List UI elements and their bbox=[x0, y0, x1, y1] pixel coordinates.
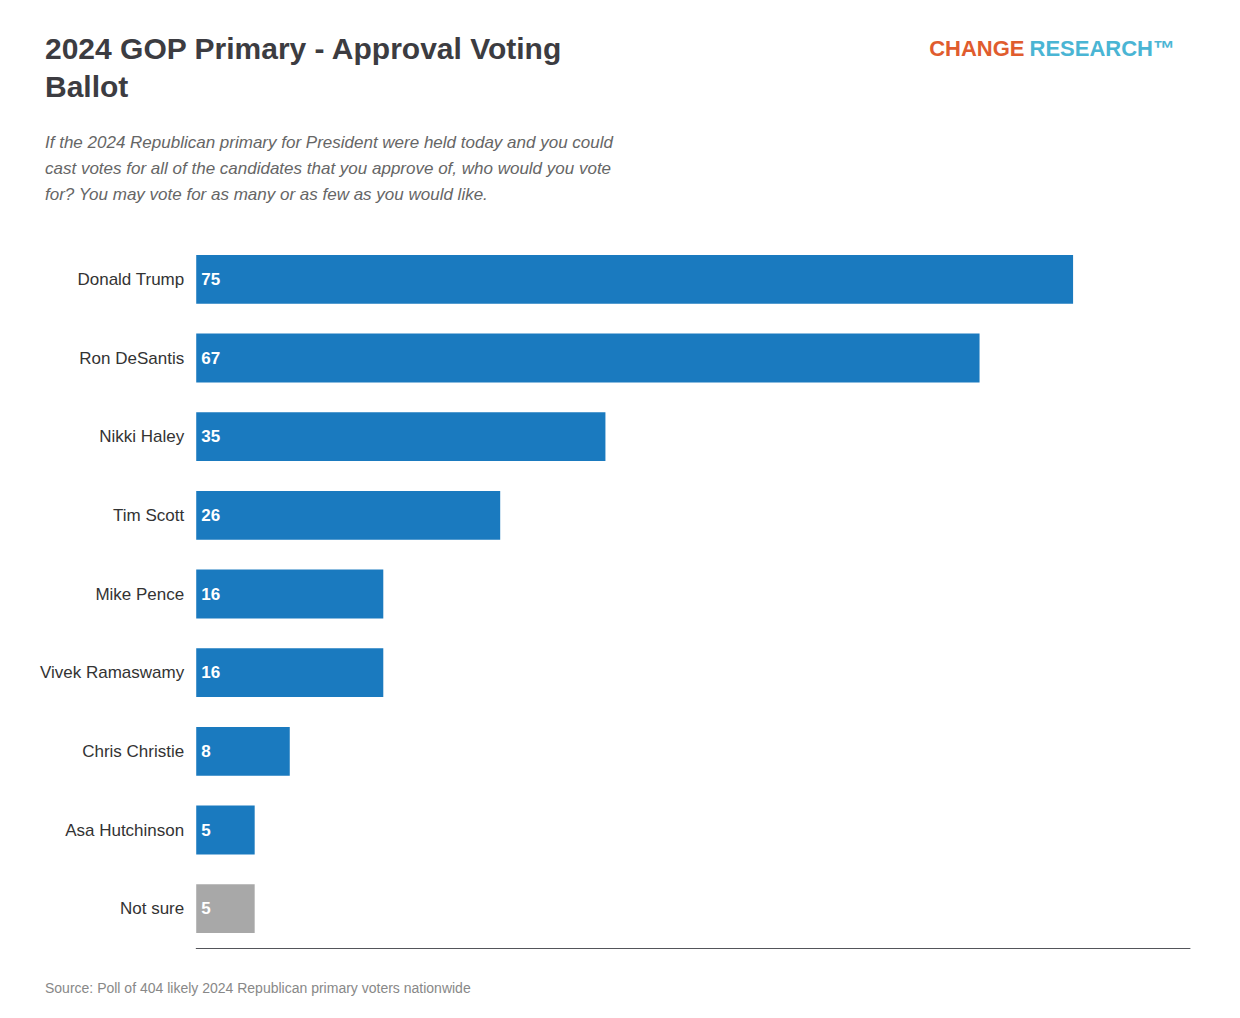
svg-text:RESEARCH™: RESEARCH™ bbox=[1030, 36, 1175, 61]
svg-text:5: 5 bbox=[201, 899, 210, 918]
svg-text:35: 35 bbox=[201, 427, 220, 446]
svg-text:Chris Christie: Chris Christie bbox=[82, 742, 184, 761]
svg-text:16: 16 bbox=[201, 585, 220, 604]
svg-text:for? You may vote for as many: for? You may vote for as many or as few … bbox=[45, 185, 488, 204]
svg-text:Ron DeSantis: Ron DeSantis bbox=[79, 349, 184, 368]
svg-text:cast votes for all of the cand: cast votes for all of the candidates tha… bbox=[45, 159, 611, 178]
svg-text:CHANGE: CHANGE bbox=[929, 36, 1024, 61]
svg-text:2024 GOP Primary - Approval Vo: 2024 GOP Primary - Approval Voting bbox=[45, 32, 561, 65]
svg-text:If the 2024 Republican primary: If the 2024 Republican primary for Presi… bbox=[45, 133, 613, 152]
svg-text:8: 8 bbox=[201, 742, 210, 761]
svg-text:Ballot: Ballot bbox=[45, 70, 128, 103]
svg-text:26: 26 bbox=[201, 506, 220, 525]
svg-text:Not sure: Not sure bbox=[120, 899, 184, 918]
svg-text:75: 75 bbox=[201, 270, 220, 289]
svg-text:Source: Poll of 404 likely 202: Source: Poll of 404 likely 2024 Republic… bbox=[45, 980, 471, 996]
svg-text:Vivek Ramaswamy: Vivek Ramaswamy bbox=[40, 663, 185, 682]
svg-text:Asa Hutchinson: Asa Hutchinson bbox=[65, 821, 184, 840]
svg-text:Nikki Haley: Nikki Haley bbox=[99, 427, 185, 446]
svg-text:16: 16 bbox=[201, 663, 220, 682]
svg-text:Tim Scott: Tim Scott bbox=[113, 506, 184, 525]
svg-text:5: 5 bbox=[201, 821, 210, 840]
svg-text:Donald Trump: Donald Trump bbox=[77, 270, 184, 289]
svg-text:Mike Pence: Mike Pence bbox=[95, 585, 184, 604]
svg-text:67: 67 bbox=[201, 349, 220, 368]
